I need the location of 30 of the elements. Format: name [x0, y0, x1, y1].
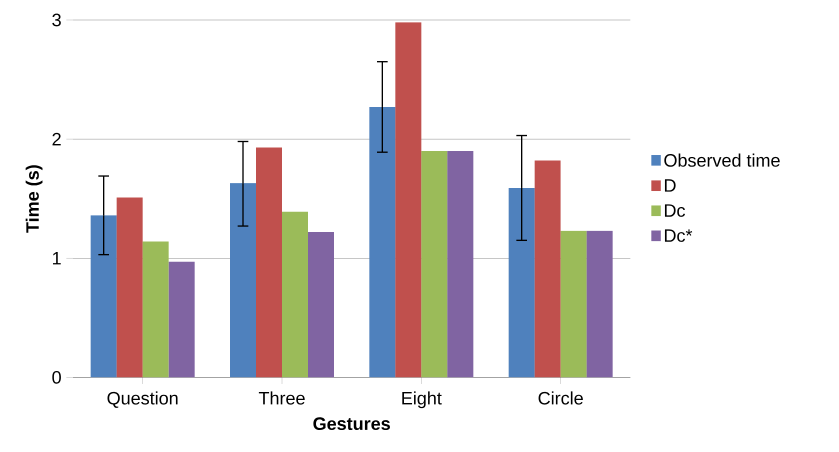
y-tick-label: 2 — [52, 132, 61, 146]
bar — [534, 160, 561, 378]
bar — [421, 150, 448, 378]
y-tick-label: 1 — [52, 252, 61, 264]
bar — [508, 188, 535, 378]
legend-label: Dc* — [664, 229, 692, 242]
y-axis-title: Time (s) — [26, 165, 42, 233]
bar — [116, 197, 143, 378]
bar — [282, 212, 308, 378]
bar — [369, 106, 396, 378]
legend-label: Dc — [664, 204, 685, 217]
bar — [395, 22, 422, 378]
y-tick-label: 0 — [52, 370, 61, 384]
x-tick-label: Circle — [538, 391, 583, 404]
bar — [447, 150, 474, 378]
legend-label: Observed time — [664, 153, 780, 167]
bar — [90, 215, 117, 378]
bar — [308, 232, 334, 378]
legend-label: D — [664, 179, 676, 192]
bar — [586, 230, 613, 378]
y-tick-label: 3 — [52, 13, 61, 26]
bar — [230, 183, 256, 378]
x-tick-label: Three — [258, 391, 305, 404]
bar — [168, 262, 195, 378]
x-axis-title: Gestures — [313, 417, 390, 430]
x-tick-label: Eight — [402, 391, 442, 408]
bar — [560, 230, 587, 378]
bar — [256, 147, 282, 378]
bar — [142, 241, 169, 378]
x-tick-label: Question — [108, 391, 178, 408]
